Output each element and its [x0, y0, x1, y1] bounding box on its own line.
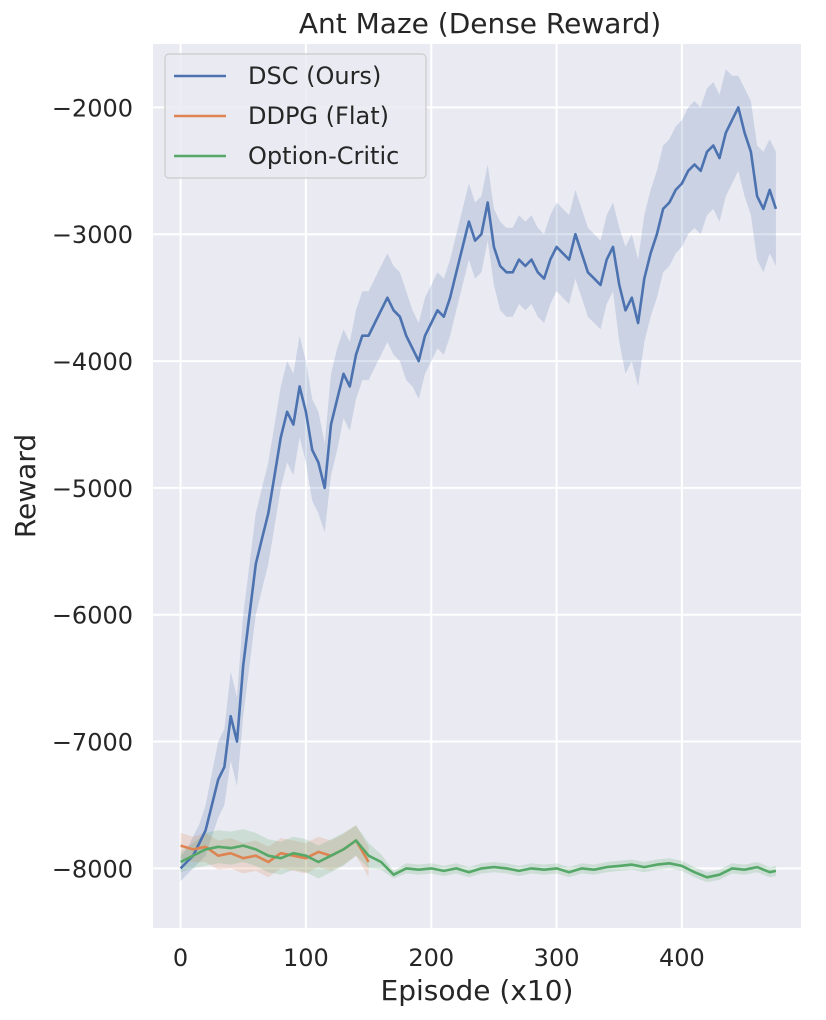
legend-label: DDPG (Flat) [248, 102, 389, 130]
legend-label: DSC (Ours) [248, 62, 381, 90]
y-tick-label: −3000 [52, 221, 133, 249]
grid [153, 44, 801, 928]
x-tick-label: 200 [408, 944, 454, 972]
chart-title: Ant Maze (Dense Reward) [299, 7, 661, 40]
series-lines [179, 106, 778, 879]
y-tick-label: −4000 [52, 348, 133, 376]
legend-frame [164, 53, 427, 179]
legend-label: Option-Critic [248, 142, 399, 170]
y-tick-label: −8000 [52, 855, 133, 883]
x-axis-label: Episode (x10) [381, 974, 574, 1007]
y-tick-label: −2000 [52, 94, 133, 122]
series-band-1 [180, 825, 369, 878]
series-band-0 [180, 69, 776, 882]
y-tick-labels: −2000 −3000 −4000 −5000 −6000 −7000 −8000 [52, 94, 133, 883]
x-tick-labels: 0 100 200 300 400 [173, 944, 705, 972]
x-tick-label: 100 [283, 944, 329, 972]
y-tick-label: −5000 [52, 475, 133, 503]
series-line-0 [179, 106, 778, 870]
x-tick-label: 0 [173, 944, 188, 972]
legend: DSC (Ours) DDPG (Flat) Option-Critic [164, 53, 427, 179]
plot-background [153, 44, 801, 928]
y-tick-label: −6000 [52, 602, 133, 630]
x-tick-label: 400 [659, 944, 705, 972]
y-tick-label: −7000 [52, 729, 133, 757]
x-tick-label: 300 [534, 944, 580, 972]
series-band-2 [180, 825, 776, 883]
series-line-2 [180, 839, 777, 879]
y-axis-label: Reward [9, 434, 42, 538]
confidence-bands [180, 69, 776, 883]
